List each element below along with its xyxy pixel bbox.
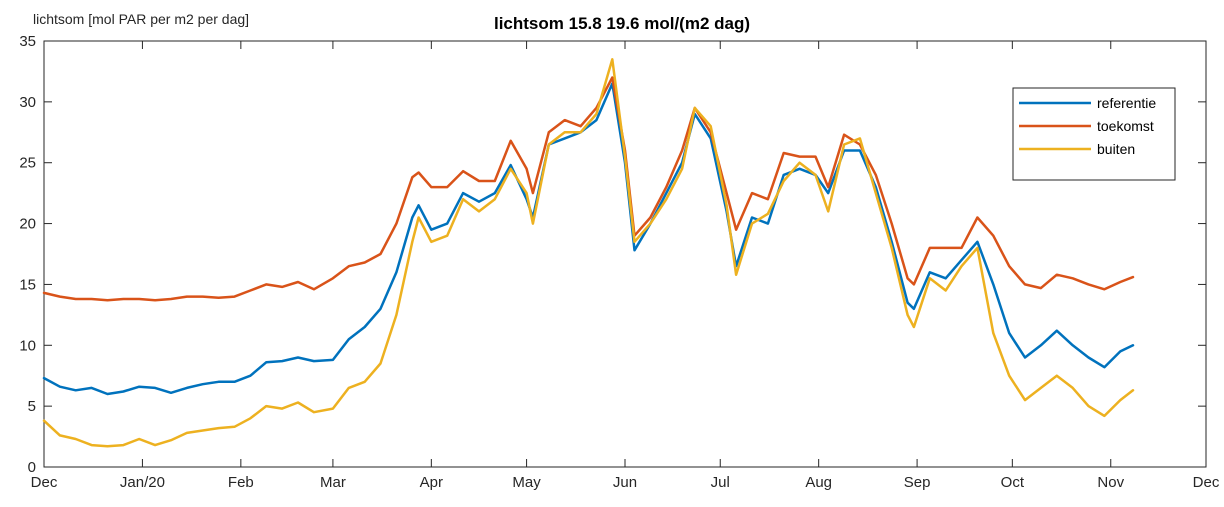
x-tick-label: Nov — [1097, 474, 1124, 491]
legend: referentie toekomst buiten — [1012, 87, 1176, 181]
series-lines — [42, 58, 1135, 448]
series-line-referentie — [42, 82, 1135, 396]
series-line-buiten — [42, 58, 1135, 448]
x-tick-label: Dec — [31, 474, 58, 491]
y-axis: 0 5 10 15 20 25 30 35 — [19, 33, 1206, 476]
chart-title: lichtsom 15.8 19.6 mol/(m2 dag) — [494, 14, 750, 33]
x-tick-label: May — [512, 474, 541, 491]
x-tick-label: Jul — [711, 474, 730, 491]
y-tick-label: 30 — [19, 94, 36, 111]
y-tick-label: 0 — [28, 459, 36, 476]
y-tick-label: 15 — [19, 276, 36, 293]
y-tick-label: 20 — [19, 216, 36, 233]
x-tick-label: Jun — [613, 474, 637, 491]
legend-label-referentie: referentie — [1097, 95, 1156, 111]
plot-area — [43, 40, 1207, 468]
x-tick-label: Sep — [904, 474, 931, 491]
legend-label-buiten: buiten — [1097, 141, 1135, 157]
y-tick-label: 10 — [19, 337, 36, 354]
x-tick-label: Jan/20 — [120, 474, 165, 491]
series-line-toekomst — [42, 76, 1135, 302]
x-tick-label: Aug — [805, 474, 832, 491]
x-tick-label: Dec — [1193, 474, 1220, 491]
y-tick-label: 25 — [19, 155, 36, 172]
legend-label-toekomst: toekomst — [1097, 118, 1154, 134]
y-axis-label: lichtsom [mol PAR per m2 per dag] — [33, 11, 249, 27]
y-tick-label: 35 — [19, 33, 36, 50]
x-tick-label: Mar — [320, 474, 346, 491]
x-tick-label: Feb — [228, 474, 254, 491]
x-axis: Dec Jan/20 Feb Mar Apr May Jun Jul Aug Sep Oct Nov D… — [31, 41, 1220, 491]
x-tick-label: Apr — [420, 474, 443, 491]
y-tick-label: 5 — [28, 398, 36, 415]
x-tick-label: Oct — [1001, 474, 1025, 491]
